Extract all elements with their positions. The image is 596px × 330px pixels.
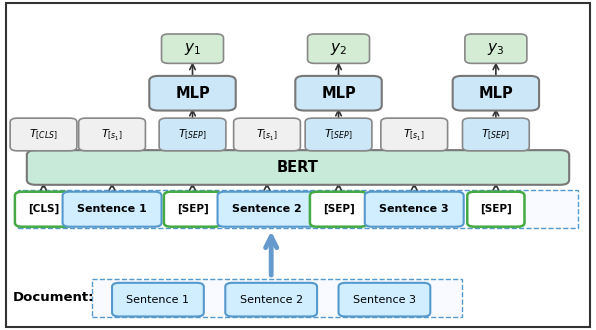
Text: $y_2$: $y_2$ bbox=[330, 41, 347, 57]
FancyBboxPatch shape bbox=[365, 192, 464, 227]
Text: Sentence 2: Sentence 2 bbox=[240, 295, 303, 305]
FancyBboxPatch shape bbox=[465, 34, 527, 63]
Text: MLP: MLP bbox=[321, 86, 356, 101]
Text: BERT: BERT bbox=[277, 160, 319, 175]
FancyBboxPatch shape bbox=[381, 118, 448, 151]
FancyBboxPatch shape bbox=[15, 192, 72, 227]
FancyBboxPatch shape bbox=[159, 118, 226, 151]
FancyBboxPatch shape bbox=[234, 118, 300, 151]
FancyBboxPatch shape bbox=[162, 34, 224, 63]
FancyBboxPatch shape bbox=[18, 190, 578, 228]
Text: [SEP]: [SEP] bbox=[480, 204, 512, 214]
FancyBboxPatch shape bbox=[79, 118, 145, 151]
Text: Sentence 2: Sentence 2 bbox=[232, 204, 302, 214]
FancyBboxPatch shape bbox=[310, 192, 367, 227]
FancyBboxPatch shape bbox=[467, 192, 524, 227]
Text: Sentence 3: Sentence 3 bbox=[380, 204, 449, 214]
FancyBboxPatch shape bbox=[27, 150, 569, 185]
Text: [CLS]: [CLS] bbox=[28, 204, 59, 214]
FancyBboxPatch shape bbox=[225, 283, 317, 316]
Text: $y_1$: $y_1$ bbox=[184, 41, 201, 57]
FancyBboxPatch shape bbox=[63, 192, 162, 227]
FancyBboxPatch shape bbox=[10, 118, 77, 151]
Text: Sentence 3: Sentence 3 bbox=[353, 295, 416, 305]
FancyBboxPatch shape bbox=[164, 192, 221, 227]
Text: MLP: MLP bbox=[175, 86, 210, 101]
Text: $T_{[s_1]}$: $T_{[s_1]}$ bbox=[403, 127, 425, 142]
FancyBboxPatch shape bbox=[305, 118, 372, 151]
Text: $T_{[CLS]}$: $T_{[CLS]}$ bbox=[29, 127, 58, 142]
FancyBboxPatch shape bbox=[112, 283, 204, 316]
Text: $T_{[SEP]}$: $T_{[SEP]}$ bbox=[482, 127, 510, 142]
Text: $T_{[s_1]}$: $T_{[s_1]}$ bbox=[101, 127, 123, 142]
Text: $T_{[SEP]}$: $T_{[SEP]}$ bbox=[324, 127, 353, 142]
Text: [SEP]: [SEP] bbox=[176, 204, 209, 214]
FancyBboxPatch shape bbox=[149, 76, 236, 111]
Text: $T_{[s_1]}$: $T_{[s_1]}$ bbox=[256, 127, 278, 142]
FancyBboxPatch shape bbox=[218, 192, 316, 227]
FancyBboxPatch shape bbox=[308, 34, 370, 63]
FancyBboxPatch shape bbox=[295, 76, 381, 111]
Text: [SEP]: [SEP] bbox=[322, 204, 355, 214]
Text: Document:: Document: bbox=[13, 291, 95, 305]
FancyBboxPatch shape bbox=[462, 118, 529, 151]
Text: Sentence 1: Sentence 1 bbox=[126, 295, 190, 305]
FancyBboxPatch shape bbox=[339, 283, 430, 316]
FancyBboxPatch shape bbox=[6, 3, 590, 327]
Text: $T_{[SEP]}$: $T_{[SEP]}$ bbox=[178, 127, 207, 142]
Text: Sentence 1: Sentence 1 bbox=[77, 204, 147, 214]
FancyBboxPatch shape bbox=[453, 76, 539, 111]
FancyBboxPatch shape bbox=[92, 279, 462, 317]
Text: $y_3$: $y_3$ bbox=[488, 41, 504, 57]
Text: MLP: MLP bbox=[479, 86, 513, 101]
